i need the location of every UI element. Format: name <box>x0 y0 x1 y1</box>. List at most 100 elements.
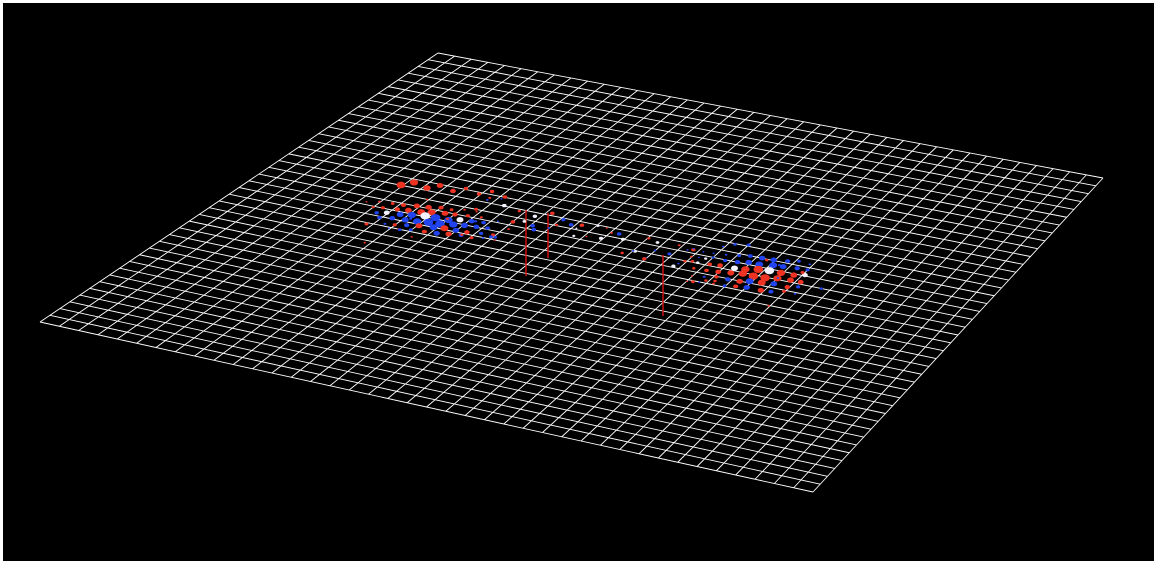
particle <box>410 236 413 238</box>
particle <box>445 217 449 220</box>
particle <box>734 260 741 265</box>
particle <box>481 220 486 225</box>
particle <box>476 192 482 196</box>
grid-line-v <box>542 133 871 433</box>
particle <box>745 278 754 285</box>
grid-line-u <box>298 146 1002 289</box>
grid-line-v <box>812 177 1104 493</box>
particle <box>427 209 436 216</box>
particle <box>727 270 735 276</box>
grid-line-v <box>503 127 838 425</box>
grid-line-u <box>418 66 1089 195</box>
particle <box>383 210 390 215</box>
grid-line-u <box>348 113 1038 250</box>
particle-cloud <box>363 179 823 307</box>
particle <box>489 189 495 194</box>
grid-line-u <box>388 86 1067 218</box>
grid-line-u <box>308 139 1009 281</box>
particle <box>555 223 559 227</box>
particle <box>769 262 778 269</box>
particle <box>530 223 536 228</box>
particle <box>721 245 725 248</box>
particle <box>677 244 681 247</box>
particle <box>785 259 791 264</box>
particle <box>671 264 676 268</box>
particle <box>423 218 434 226</box>
grid-line-u <box>328 126 1024 265</box>
grid-line-v <box>484 124 821 421</box>
particle <box>616 232 622 236</box>
particle <box>642 257 647 261</box>
particle <box>677 262 680 265</box>
scene-canvas[interactable] <box>3 3 1154 561</box>
particle <box>408 228 413 232</box>
particle <box>440 225 449 232</box>
grid-line-u <box>398 79 1075 210</box>
grid-line-v <box>638 149 954 455</box>
particle <box>389 216 396 221</box>
particle <box>463 208 466 211</box>
particle <box>409 179 419 186</box>
particle <box>757 279 766 286</box>
particle <box>767 304 770 307</box>
particle <box>405 207 412 213</box>
grid-line-v <box>716 162 1021 472</box>
grid-line-u <box>427 59 1096 187</box>
particle <box>711 256 715 259</box>
particle <box>704 257 708 260</box>
particle <box>463 186 469 191</box>
particle <box>452 212 458 217</box>
particle <box>531 227 537 232</box>
3d-viewport[interactable] <box>3 3 1154 561</box>
particle <box>748 272 759 280</box>
particle <box>704 279 708 282</box>
grid-line-v <box>735 165 1037 476</box>
particle <box>397 228 402 232</box>
particle <box>579 223 585 227</box>
particle <box>702 275 706 278</box>
particle <box>496 220 499 222</box>
particle <box>387 227 390 229</box>
particle <box>473 224 480 229</box>
particle <box>653 249 657 252</box>
particle <box>819 287 823 290</box>
particle <box>401 217 409 223</box>
grid-line-u <box>258 173 973 320</box>
particle <box>776 269 786 276</box>
particle <box>445 231 452 237</box>
particle <box>796 285 801 289</box>
particle <box>722 284 727 288</box>
particle <box>449 221 458 228</box>
particle <box>468 219 475 224</box>
particle <box>802 272 808 278</box>
grid-line-u <box>408 72 1082 202</box>
particle <box>420 212 431 220</box>
particle <box>380 206 385 210</box>
particle <box>770 281 778 287</box>
particle <box>733 243 737 246</box>
particle <box>547 227 551 230</box>
grid-line-v <box>793 174 1087 489</box>
particle <box>764 267 775 275</box>
grid-line-u <box>368 99 1053 234</box>
grid-line-v <box>619 146 938 450</box>
particle <box>805 268 810 272</box>
particle <box>449 208 454 212</box>
particle <box>363 241 366 244</box>
particle <box>690 255 693 258</box>
particle <box>479 231 484 235</box>
particle <box>692 267 696 270</box>
particle <box>378 200 381 203</box>
particle <box>421 229 427 234</box>
particle <box>409 217 413 220</box>
particle <box>743 285 750 290</box>
particle <box>500 198 503 200</box>
particle <box>575 227 578 230</box>
particle <box>717 263 723 268</box>
particle <box>698 281 701 284</box>
particle <box>510 220 516 224</box>
particle <box>430 214 441 222</box>
particle <box>489 235 493 239</box>
particle <box>425 198 429 201</box>
particle <box>374 211 380 215</box>
